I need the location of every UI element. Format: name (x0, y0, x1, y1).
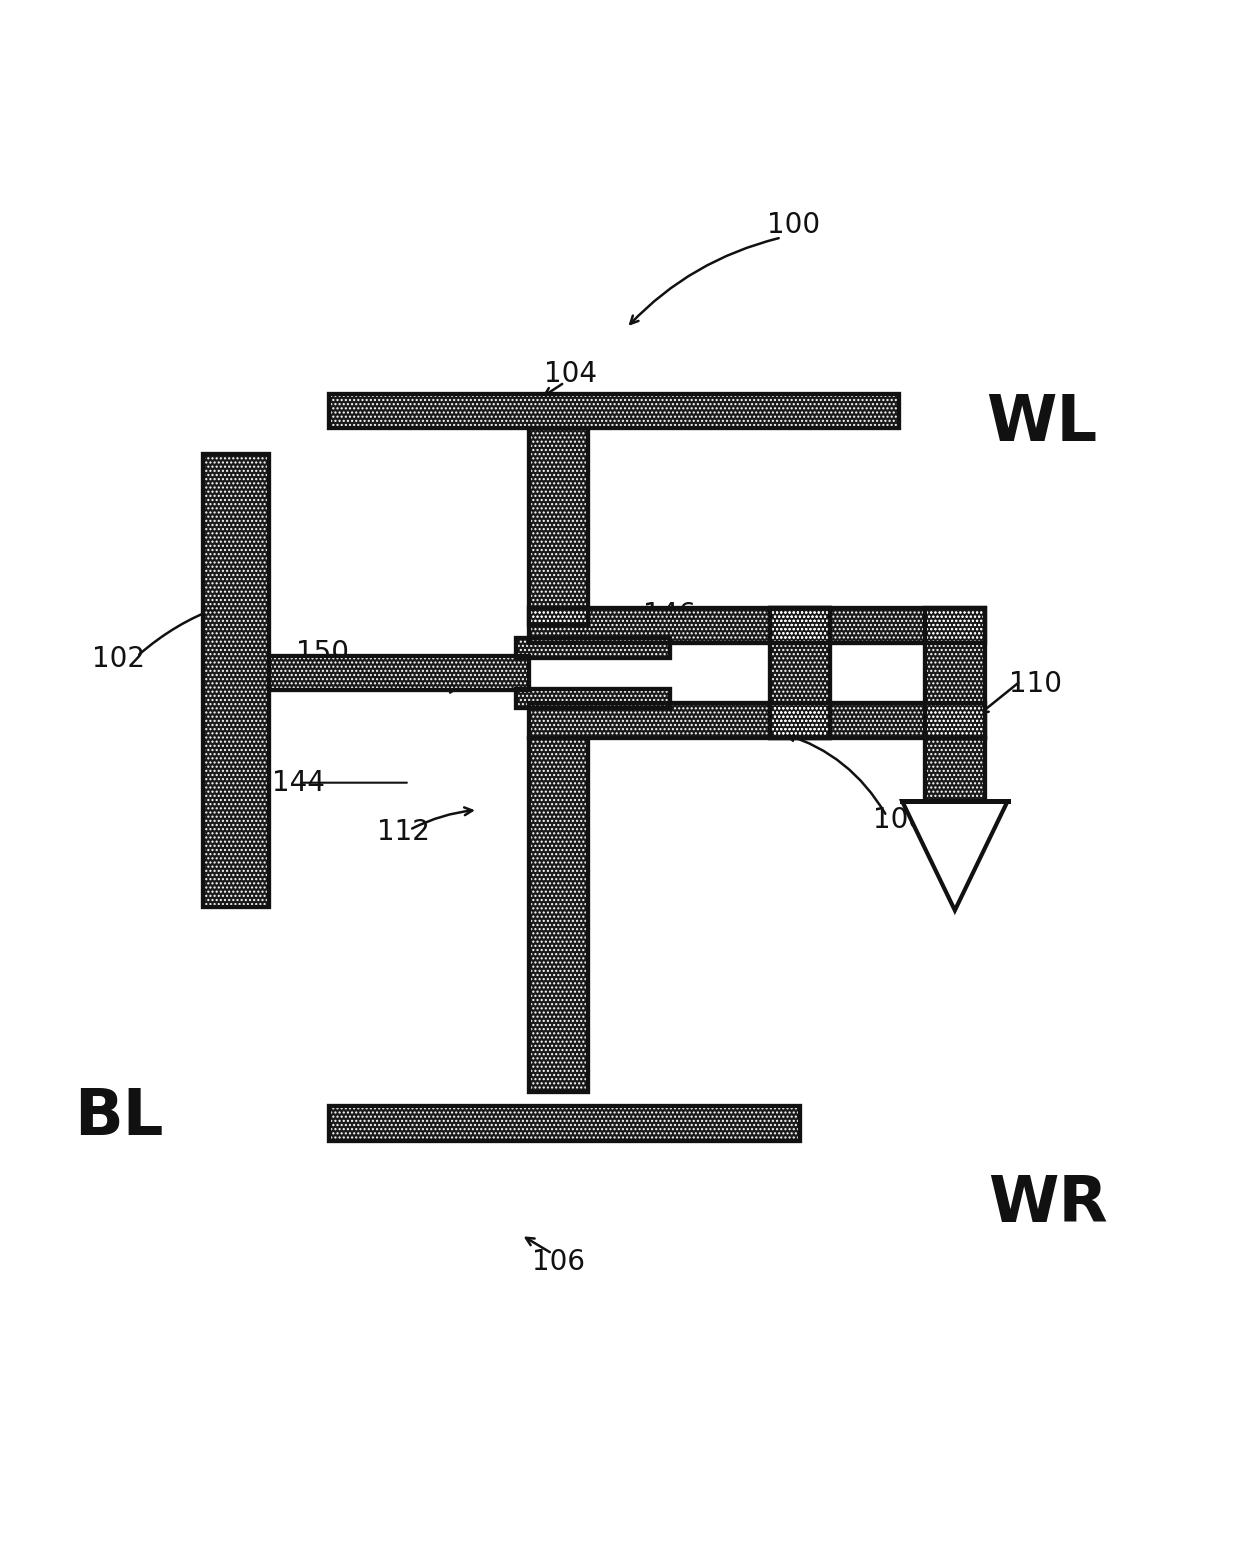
Text: WL: WL (986, 393, 1098, 455)
Text: 108: 108 (872, 806, 926, 834)
Bar (529, 429, 588, 626)
Bar (925, 607, 985, 738)
Bar (529, 704, 829, 738)
Bar (516, 688, 670, 708)
Bar (771, 704, 985, 738)
Bar (771, 607, 829, 738)
Bar (771, 607, 829, 738)
Bar (529, 738, 588, 1092)
Text: 146: 146 (644, 601, 697, 629)
Bar (516, 688, 670, 708)
Bar (529, 607, 829, 643)
Bar (771, 704, 985, 738)
Bar (516, 638, 670, 657)
Bar (330, 1106, 799, 1141)
Bar (529, 738, 588, 1092)
Bar (925, 738, 985, 801)
Text: 106: 106 (531, 1249, 585, 1277)
Bar (330, 393, 900, 429)
Bar (771, 607, 985, 643)
Bar (529, 704, 829, 738)
Bar (203, 455, 269, 907)
Bar (516, 638, 670, 657)
Bar (925, 738, 985, 801)
Text: 150: 150 (297, 638, 350, 666)
Bar (269, 655, 529, 691)
Bar (771, 607, 985, 643)
Bar (269, 655, 529, 691)
Text: 144: 144 (272, 769, 325, 797)
Bar (529, 704, 829, 738)
Text: 102: 102 (91, 644, 145, 672)
Bar (925, 607, 985, 738)
Bar (925, 738, 985, 801)
Text: BL: BL (74, 1086, 163, 1148)
Text: 104: 104 (544, 360, 598, 388)
Bar (771, 607, 985, 643)
Bar (516, 688, 670, 708)
Bar (925, 607, 985, 738)
Bar (529, 607, 829, 643)
Text: 100: 100 (767, 211, 821, 239)
Text: 110: 110 (1009, 669, 1061, 697)
Bar (203, 455, 269, 907)
Bar (529, 429, 588, 626)
Bar (330, 393, 900, 429)
Bar (529, 607, 829, 643)
Polygon shape (902, 801, 1007, 910)
Bar (771, 607, 829, 738)
Text: WR: WR (987, 1173, 1108, 1235)
Bar (269, 655, 529, 691)
Bar (330, 1106, 799, 1141)
Bar (529, 738, 588, 1092)
Bar (771, 704, 985, 738)
Bar (203, 455, 269, 907)
Bar (330, 393, 900, 429)
Bar (330, 1106, 799, 1141)
Bar (529, 429, 588, 626)
Text: 112: 112 (377, 818, 430, 846)
Bar (516, 638, 670, 657)
